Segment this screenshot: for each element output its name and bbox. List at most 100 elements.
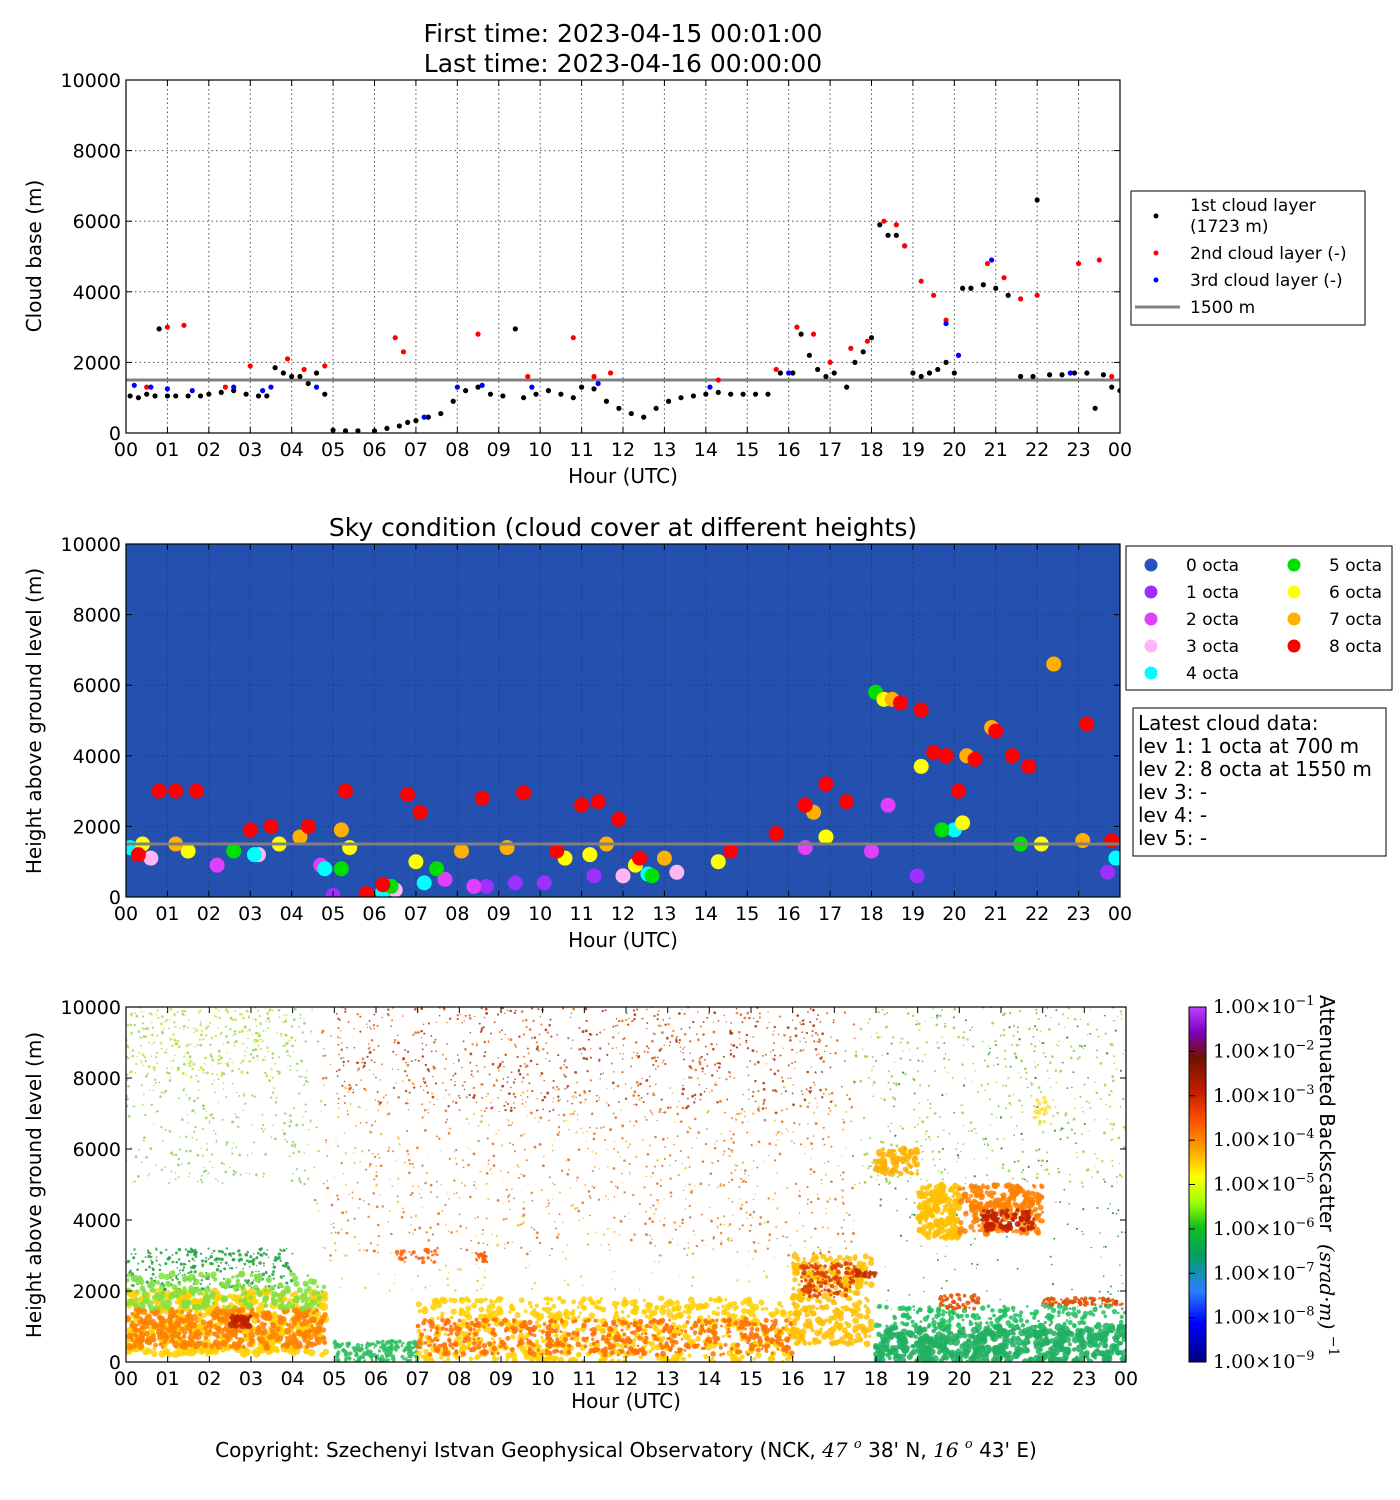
x-tick-label: 10 <box>528 439 552 461</box>
backscatter-cell <box>688 1216 692 1219</box>
backscatter-cell <box>205 1034 208 1037</box>
backscatter-cell <box>386 1101 389 1104</box>
backscatter-cell <box>1012 1024 1016 1028</box>
backscatter-cell <box>214 1091 217 1094</box>
backscatter-cell <box>421 1048 424 1051</box>
backscatter-cell <box>525 1252 529 1256</box>
backscatter-cell <box>286 1140 289 1143</box>
first-layer-point <box>628 410 634 417</box>
backscatter-cell <box>599 1031 602 1034</box>
backscatter-cell <box>220 1062 222 1065</box>
backscatter-cell <box>1016 1267 1019 1270</box>
octa-point <box>582 847 598 863</box>
backscatter-cell <box>626 1023 630 1026</box>
backscatter-cell <box>324 1247 326 1249</box>
second-layer-point <box>164 324 171 330</box>
backscatter-cell <box>1059 1129 1062 1131</box>
backscatter-cell <box>449 1017 452 1020</box>
backscatter-cell <box>852 1080 856 1084</box>
backscatter-cell <box>1096 1157 1099 1160</box>
backscatter-cell <box>240 1062 243 1064</box>
backscatter-cell <box>988 1178 990 1181</box>
backscatter-cell <box>806 1070 810 1074</box>
backscatter-cell <box>475 1187 477 1190</box>
backscatter-cell <box>492 1106 494 1108</box>
backscatter-cell <box>164 1262 168 1266</box>
backscatter-cell <box>589 1056 592 1059</box>
backscatter-cell <box>264 1008 266 1010</box>
backscatter-cell <box>584 1183 587 1187</box>
backscatter-cell <box>293 1007 297 1011</box>
backscatter-cell <box>1090 1246 1093 1249</box>
first-layer-point <box>1018 373 1024 380</box>
backscatter-cell <box>552 1150 554 1152</box>
backscatter-cell <box>574 1091 577 1094</box>
first-layer-point <box>384 425 390 432</box>
backscatter-cell <box>315 1285 320 1289</box>
backscatter-cell <box>1059 1201 1062 1204</box>
backscatter-cell <box>598 1059 601 1062</box>
backscatter-cell <box>242 1109 244 1111</box>
backscatter-cell <box>1010 1043 1013 1046</box>
backscatter-cell <box>798 1123 801 1126</box>
backscatter-cell <box>1025 1077 1028 1080</box>
backscatter-cell <box>682 1189 685 1192</box>
backscatter-cell <box>495 1234 498 1237</box>
octa-legend-label: 2 octa <box>1186 610 1239 630</box>
backscatter-cell <box>792 1103 795 1107</box>
backscatter-cell <box>341 1211 345 1215</box>
backscatter-cell <box>390 1025 393 1028</box>
backscatter-cell <box>229 1166 231 1168</box>
backscatter-cell <box>220 1261 223 1264</box>
backscatter-cell <box>1109 1122 1112 1126</box>
backscatter-cell <box>741 1121 744 1124</box>
x-tick-label: 18 <box>859 439 883 461</box>
backscatter-cell <box>250 1281 254 1285</box>
backscatter-cell <box>989 1047 992 1050</box>
backscatter-cell <box>151 1294 158 1300</box>
backscatter-cell <box>455 1148 458 1152</box>
backscatter-cell <box>368 1043 370 1045</box>
first-layer-point <box>135 395 142 401</box>
x-tick-label: 03 <box>238 903 262 925</box>
first-layer-point <box>815 366 821 373</box>
backscatter-cell <box>772 1033 775 1036</box>
backscatter-cell <box>475 1289 479 1292</box>
backscatter-cell <box>342 1056 345 1059</box>
backscatter-cell <box>160 1168 164 1172</box>
backscatter-cell <box>155 1110 158 1113</box>
backscatter-cell <box>298 1178 301 1182</box>
backscatter-cell <box>270 1285 275 1290</box>
backscatter-cell <box>654 1261 656 1263</box>
backscatter-cell <box>1120 1013 1123 1016</box>
backscatter-cell <box>344 1254 347 1257</box>
backscatter-cell <box>745 1033 749 1037</box>
backscatter-cell <box>132 1181 134 1184</box>
backscatter-cell <box>289 1119 291 1121</box>
backscatter-cell <box>482 1026 485 1029</box>
backscatter-cell <box>826 1200 829 1203</box>
backscatter-cell <box>168 1320 173 1325</box>
backscatter-cell <box>215 1015 218 1018</box>
backscatter-cell <box>144 1256 147 1259</box>
backscatter-cell <box>762 1055 764 1057</box>
backscatter-cell <box>1087 1130 1089 1132</box>
backscatter-cell <box>279 1259 282 1262</box>
x-tick-label: 17 <box>818 903 842 925</box>
backscatter-cell <box>272 1124 274 1127</box>
backscatter-cell <box>151 1272 155 1276</box>
backscatter-cell <box>654 1059 658 1063</box>
backscatter-cell <box>606 1053 609 1057</box>
backscatter-cell <box>694 1261 696 1263</box>
backscatter-cell <box>523 1133 526 1136</box>
panel1-x-ticks: 00 01 02 03 04 05 06 07 08 09 10 11 12 13 14 15 16 17 18 19… <box>114 80 1132 461</box>
backscatter-cell <box>182 1286 187 1291</box>
backscatter-cell <box>264 1128 266 1131</box>
backscatter-cell <box>299 1017 302 1020</box>
backscatter-cell <box>942 1057 946 1061</box>
backscatter-cell <box>588 1032 592 1036</box>
backscatter-cell <box>201 1025 203 1027</box>
backscatter-cell <box>659 1179 662 1182</box>
backscatter-cell <box>381 1063 383 1066</box>
backscatter-cell <box>265 1276 272 1284</box>
